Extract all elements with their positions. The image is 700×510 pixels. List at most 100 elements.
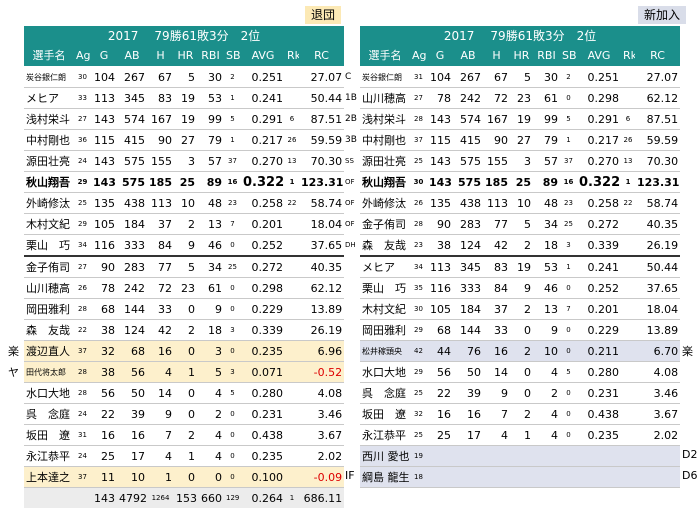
cell-hr: 2 xyxy=(510,234,533,257)
cell-hr: 10 xyxy=(174,192,197,214)
cell-age: 37 xyxy=(410,129,427,151)
position-label: 1B xyxy=(345,93,357,103)
position-label: OF xyxy=(345,220,355,228)
cell-ab: 184 xyxy=(453,298,483,320)
cell-sb: 3 xyxy=(224,361,241,383)
cell-avg: 0.201 xyxy=(577,298,621,320)
column-header: HR xyxy=(510,44,533,67)
team-total-row: 143 4792 1264 153 660 129 0.264 1 686.11 xyxy=(24,487,345,508)
cell-avg: 0.217 xyxy=(577,129,621,151)
cell-sb: 1 xyxy=(560,255,577,278)
player-row: 森 友哉 22 38 124 42 2 18 3 0.339 26.19 xyxy=(24,319,345,341)
cell-rc: 123.31 xyxy=(299,171,345,193)
season-year: 2017 xyxy=(443,28,475,43)
cell-rc: 26.19 xyxy=(635,234,681,257)
cell-sb: 5 xyxy=(560,108,577,130)
cell-age: 28 xyxy=(74,382,91,404)
cell-rc: 40.35 xyxy=(299,255,345,278)
cell-ab xyxy=(453,445,483,467)
cell-avg: 0.438 xyxy=(241,424,285,446)
cell-rk xyxy=(285,87,299,109)
cell-age: 27 xyxy=(410,87,427,109)
cell-rc: 50.44 xyxy=(635,255,681,278)
cell-g: 78 xyxy=(427,87,453,109)
cell-avg: 0.241 xyxy=(241,87,285,109)
cell-name: 炭谷銀仁朗 xyxy=(360,66,410,88)
cell-name: 中村剛也 xyxy=(24,129,74,151)
cell-name: 栗山 巧 xyxy=(24,234,74,257)
cell-rk xyxy=(621,466,635,488)
cell-hr: 1 xyxy=(174,445,197,467)
cell-age: 26 xyxy=(74,277,91,299)
cell-ab: 283 xyxy=(453,213,483,235)
cell-h xyxy=(483,466,510,488)
cell-age: 37 xyxy=(74,340,91,362)
cell-g: 143 xyxy=(91,108,117,130)
cell-avg: 0.322 xyxy=(577,171,621,193)
left-roster-table: 201779勝61敗3分2位選手名AgeGABHHRRBISBAVGRkRC炭谷… xyxy=(24,26,345,508)
cell-age: 24 xyxy=(74,445,91,467)
cell-g: 25 xyxy=(427,424,453,446)
player-row: 木村文紀 30 105 184 37 2 13 7 0.201 18.04 xyxy=(360,298,681,320)
cell-age: 34 xyxy=(410,255,427,278)
cell-name: 山川穂高 xyxy=(24,277,74,299)
cell-age: 31 xyxy=(74,424,91,446)
cell-rc: 13.89 xyxy=(299,298,345,320)
cell-rk xyxy=(285,424,299,446)
player-row: メヒア 33 113 345 83 19 53 1 0.241 50.44 xyxy=(24,87,345,109)
cell-ab: 242 xyxy=(117,277,147,299)
cell-age: 26 xyxy=(410,192,427,214)
cell-hr: 19 xyxy=(174,87,197,109)
cell-ab: 17 xyxy=(453,424,483,446)
cell-avg: 0.280 xyxy=(577,361,621,383)
cell-rc: 18.04 xyxy=(635,298,681,320)
cell-hr: 0 xyxy=(174,403,197,425)
column-header-row: 選手名AgeGABHHRRBISBAVGRkRC xyxy=(24,44,345,67)
cell-sb: 3 xyxy=(224,319,241,341)
season-summary: 2017 79勝61敗3分 2位 xyxy=(24,26,345,44)
cell-hr: 2 xyxy=(510,340,533,362)
cell-avg: 0.339 xyxy=(241,319,285,341)
cell-hr: 9 xyxy=(174,234,197,257)
player-row: 外崎修汰 25 135 438 113 10 48 23 0.258 22 58.74 xyxy=(24,192,345,214)
cell-ab: 438 xyxy=(117,192,147,214)
cell-sb xyxy=(560,445,577,467)
column-header: Age xyxy=(74,44,91,67)
player-row: メヒア 34 113 345 83 19 53 1 0.241 50.44 xyxy=(360,255,681,278)
cell-rk xyxy=(621,403,635,425)
column-header: Rk xyxy=(285,44,299,67)
cell-g: 11 xyxy=(91,466,117,488)
cell-rk xyxy=(285,445,299,467)
cell-g: 104 xyxy=(91,66,117,88)
total-hr: 153 xyxy=(174,487,197,508)
cell-g: 143 xyxy=(427,150,453,172)
cell-name: 岡田雅利 xyxy=(24,298,74,320)
cell-g: 90 xyxy=(427,213,453,235)
cell-age: 37 xyxy=(74,466,91,488)
cell-name: 秋山翔吾 xyxy=(24,171,74,193)
cell-rbi: 46 xyxy=(197,234,224,257)
total-sb: 129 xyxy=(224,487,241,508)
cell-name: 上本達之 xyxy=(24,466,74,488)
cell-hr: 5 xyxy=(174,66,197,88)
cell-avg xyxy=(577,445,621,467)
cell-sb: 37 xyxy=(224,150,241,172)
player-row: 秋山翔吾 30 143 575 185 25 89 16 0.322 1 123.31 xyxy=(360,171,681,193)
cell-avg xyxy=(577,466,621,488)
cell-rbi: 30 xyxy=(533,66,560,88)
cell-sb: 0 xyxy=(224,298,241,320)
cell-hr: 10 xyxy=(510,192,533,214)
cell-ab: 267 xyxy=(453,66,483,88)
season-rank: 2位 xyxy=(576,28,597,43)
cell-rk: 26 xyxy=(285,129,299,151)
cell-ab: 574 xyxy=(117,108,147,130)
team-marker: ヤ xyxy=(8,366,19,379)
cell-g: 32 xyxy=(91,340,117,362)
cell-h: 9 xyxy=(483,382,510,404)
cell-g: 78 xyxy=(91,277,117,299)
cell-sb: 7 xyxy=(224,213,241,235)
cell-ab: 76 xyxy=(453,340,483,362)
cell-g: 38 xyxy=(91,361,117,383)
cell-ab: 68 xyxy=(117,340,147,362)
cell-h: 185 xyxy=(483,171,510,193)
